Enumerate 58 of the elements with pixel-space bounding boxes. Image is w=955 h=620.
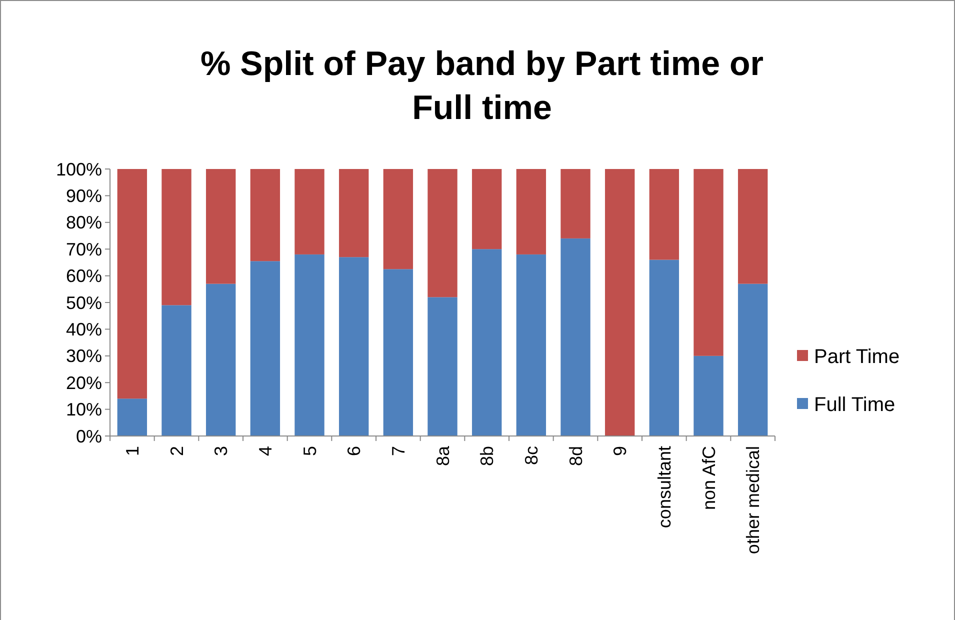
bar: [250, 169, 280, 262]
x-tick-label: 1: [122, 446, 142, 456]
x-tick-label: 8c: [521, 446, 542, 466]
x-tick-label: non AfC: [698, 446, 719, 510]
bar: [738, 169, 768, 284]
y-tick-label: 0%: [76, 426, 102, 446]
bar: [206, 169, 236, 284]
x-tick-label: 6: [344, 446, 364, 456]
bar: [428, 169, 458, 298]
bar: [560, 169, 590, 238]
x-tick-label: 3: [211, 446, 232, 456]
y-tick-label: 100%: [56, 159, 102, 180]
bar: [604, 169, 635, 436]
bar: [649, 260, 680, 436]
y-tick-label: 90%: [66, 186, 102, 206]
bar: [250, 261, 280, 436]
bar: [338, 257, 369, 436]
y-tick-label: 50%: [66, 292, 102, 313]
x-tick-label: 8a: [432, 445, 453, 466]
y-tick-label: 30%: [66, 346, 102, 366]
bar: [694, 356, 724, 436]
bar: [516, 254, 546, 436]
y-tick-label: 80%: [66, 212, 102, 233]
bar: [383, 169, 414, 270]
bar: [294, 169, 324, 254]
x-tick-label: 7: [388, 446, 408, 456]
x-tick-label: 2: [166, 446, 187, 456]
y-tick-label: 20%: [66, 372, 102, 393]
x-tick-label: 8b: [477, 446, 498, 466]
x-tick-label: consultant: [654, 446, 674, 528]
chart-title: % Split of Pay band by Part time or Full time: [200, 45, 764, 128]
bar: [738, 284, 768, 436]
legend-label: Part Time: [814, 346, 900, 368]
bar: [117, 398, 148, 436]
bar: [206, 284, 236, 436]
x-tick-label: other medical: [743, 446, 764, 554]
bar: [162, 169, 192, 306]
bar: [428, 297, 458, 436]
bar: [294, 254, 324, 436]
bar: [649, 169, 680, 260]
bar: [694, 169, 724, 356]
bar: [472, 169, 502, 250]
bar: [560, 238, 590, 436]
y-tick-label: 40%: [66, 320, 102, 340]
y-tick-label: 60%: [66, 266, 102, 286]
x-tick-label: 8d: [566, 446, 586, 466]
bar: [117, 169, 148, 399]
x-tick-label: 9: [610, 446, 630, 456]
x-tick-label: 5: [300, 446, 320, 456]
bar: [383, 269, 414, 436]
legend-label: Full Time: [814, 394, 896, 416]
bar: [338, 169, 369, 258]
bar: [472, 249, 502, 436]
y-tick-label: 70%: [66, 239, 102, 260]
bar: [162, 305, 192, 436]
y-tick-label: 10%: [66, 400, 102, 420]
bar: [516, 169, 546, 254]
x-tick-label: 4: [255, 446, 276, 456]
